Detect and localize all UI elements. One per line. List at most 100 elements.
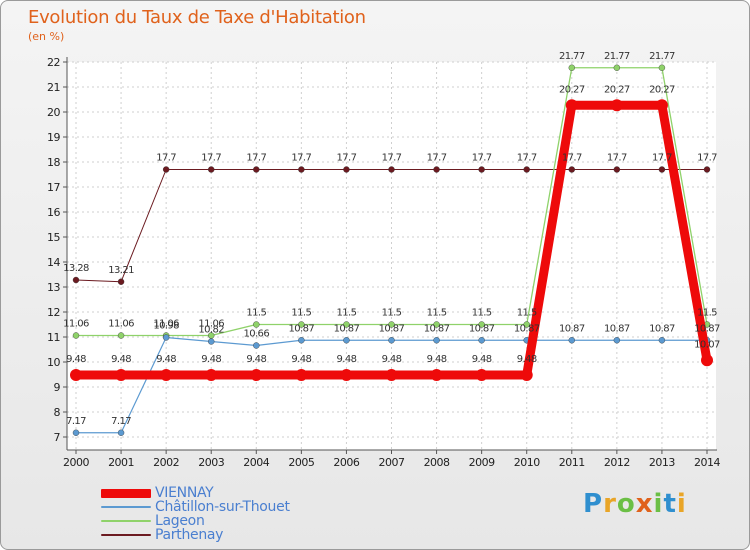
chart-title: Evolution du Taux de Taxe d'Habitation (28, 7, 366, 28)
logo-letter: i (676, 489, 687, 519)
y-tick-label: 17 (47, 181, 60, 194)
y-tick-label: 16 (47, 206, 60, 219)
point-parthenay (658, 166, 666, 173)
point-viennay (340, 369, 353, 381)
data-label-chatillon-sur-thouet: 10.87 (514, 323, 540, 334)
data-label-parthenay: 17.7 (697, 153, 717, 164)
point-chatillon-sur-thouet (298, 337, 305, 344)
point-lageon (568, 64, 575, 71)
x-tick-label: 2013 (649, 456, 675, 469)
data-label-lageon: 11.5 (382, 308, 402, 319)
point-lageon (117, 332, 125, 339)
point-chatillon-sur-thouet (388, 337, 395, 344)
x-tick-label: 2010 (514, 456, 540, 469)
legend-item-lageon: Lageon (101, 514, 290, 528)
data-label-viennay: 9.48 (111, 354, 131, 365)
y-tick-label: 21 (47, 81, 60, 94)
point-lageon (433, 321, 440, 328)
point-chatillon-sur-thouet (208, 338, 215, 345)
point-parthenay (523, 166, 530, 173)
point-lageon (343, 321, 350, 328)
point-lageon (388, 321, 395, 328)
y-tick-label: 8 (54, 406, 61, 419)
data-label-viennay: 20.27 (559, 84, 585, 95)
point-parthenay (388, 166, 395, 173)
data-label-parthenay: 17.7 (562, 153, 582, 164)
data-label-parthenay: 17.7 (472, 153, 492, 164)
point-lageon (658, 64, 666, 71)
legend-item-chatillon-sur-thouet: Châtillon-sur-Thouet (101, 500, 290, 514)
data-label-chatillon-sur-thouet: 7.17 (66, 416, 86, 427)
point-parthenay (208, 166, 215, 173)
data-label-chatillon-sur-thouet: 10.87 (334, 323, 360, 334)
point-chatillon-sur-thouet (658, 337, 666, 344)
data-label-chatillon-sur-thouet: 10.87 (289, 323, 315, 334)
y-tick-label: 7 (54, 431, 61, 444)
data-label-parthenay: 17.7 (291, 153, 311, 164)
x-tick-label: 2002 (153, 456, 179, 469)
data-label-viennay: 9.48 (291, 354, 311, 365)
data-label-chatillon-sur-thouet: 10.87 (694, 323, 720, 334)
point-parthenay (253, 166, 260, 173)
x-tick-label: 2009 (469, 456, 495, 469)
x-tick-label: 2005 (288, 456, 314, 469)
point-viennay (70, 369, 82, 381)
data-label-parthenay: 17.7 (607, 153, 627, 164)
point-chatillon-sur-thouet (253, 342, 260, 349)
y-tick-label: 11 (47, 331, 60, 344)
data-label-viennay: 20.27 (649, 84, 675, 95)
point-lageon (253, 321, 260, 328)
data-label-parthenay: 13.28 (63, 263, 89, 274)
data-label-parthenay: 17.7 (427, 153, 447, 164)
x-tick-label: 2012 (604, 456, 630, 469)
y-tick-label: 9 (54, 381, 61, 394)
point-viennay (250, 369, 263, 381)
data-label-parthenay: 17.7 (517, 153, 537, 164)
x-tick-label: 2006 (333, 456, 359, 469)
y-tick-label: 12 (47, 306, 60, 319)
data-label-viennay: 9.48 (472, 354, 492, 365)
data-label-lageon: 11.06 (108, 319, 134, 330)
point-viennay (385, 369, 398, 381)
data-label-chatillon-sur-thouet: 10.98 (153, 321, 179, 332)
y-tick-label: 13 (47, 281, 60, 294)
point-lageon (72, 332, 80, 339)
data-label-chatillon-sur-thouet: 10.66 (243, 329, 269, 340)
point-parthenay (117, 278, 125, 285)
point-viennay (205, 369, 218, 381)
legend-label: Châtillon-sur-Thouet (155, 499, 290, 515)
data-label-viennay: 9.48 (156, 354, 176, 365)
point-chatillon-sur-thouet (568, 337, 575, 344)
data-label-lageon: 11.5 (246, 308, 266, 319)
data-label-parthenay: 17.7 (156, 153, 176, 164)
data-label-viennay: 9.48 (246, 354, 266, 365)
legend-item-parthenay: Parthenay (101, 528, 290, 542)
point-chatillon-sur-thouet (117, 429, 125, 436)
logo-letter: r (603, 489, 617, 519)
point-lageon (298, 321, 305, 328)
point-viennay (565, 99, 578, 112)
point-chatillon-sur-thouet (343, 337, 350, 344)
x-tick-label: 2014 (694, 456, 720, 469)
point-parthenay (433, 166, 440, 173)
y-tick-label: 15 (47, 231, 60, 244)
data-label-viennay: 9.48 (382, 354, 402, 365)
point-parthenay (72, 276, 80, 284)
data-label-viennay: 20.27 (604, 84, 630, 95)
data-label-viennay: 9.48 (517, 354, 537, 365)
data-label-chatillon-sur-thouet: 10.82 (198, 325, 224, 336)
data-label-parthenay: 17.7 (382, 153, 402, 164)
data-label-lageon: 11.5 (291, 308, 311, 319)
point-lageon (478, 321, 485, 328)
point-viennay (701, 354, 713, 367)
data-label-viennay: 9.48 (336, 354, 356, 365)
data-label-chatillon-sur-thouet: 10.87 (469, 323, 495, 334)
data-label-lageon: 21.77 (649, 51, 675, 62)
legend-label: Lageon (155, 513, 205, 529)
point-parthenay (298, 166, 305, 173)
point-lageon (523, 321, 530, 328)
point-parthenay (613, 166, 621, 173)
point-chatillon-sur-thouet (613, 337, 621, 344)
point-chatillon-sur-thouet (478, 337, 485, 344)
point-parthenay (478, 166, 485, 173)
